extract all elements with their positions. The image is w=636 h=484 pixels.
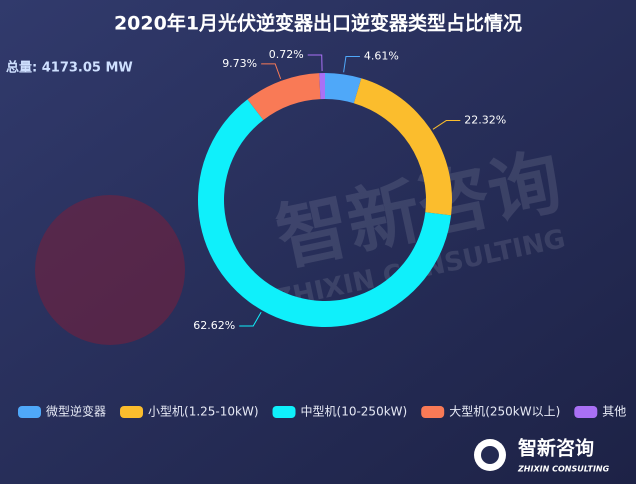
legend-label: 大型机(250kW以上)	[449, 405, 560, 419]
legend-label: 微型逆变器	[46, 404, 106, 419]
slice	[319, 73, 325, 100]
slice	[325, 73, 362, 104]
slice	[247, 73, 321, 121]
legend-label: 中型机(10-250kW)	[301, 404, 408, 419]
legend-label: 小型机(1.25-10kW)	[148, 405, 259, 419]
data-label: 9.73%	[222, 57, 257, 70]
legend-swatch	[421, 406, 445, 418]
watermark-circle	[35, 195, 185, 345]
leader-line	[239, 311, 262, 327]
data-label: 4.61%	[364, 50, 399, 63]
data-label: 22.32%	[464, 114, 506, 127]
logo-text: 智新咨询	[518, 437, 594, 460]
legend-swatch	[120, 406, 144, 418]
leader-line	[261, 63, 282, 80]
data-label: 62.62%	[193, 319, 235, 332]
legend-swatch	[18, 406, 41, 418]
logo: 智新咨询 ZHIXIN CONSULTING	[474, 437, 610, 474]
legend-swatch	[574, 406, 598, 418]
legend-label: 其他	[602, 405, 626, 419]
chart-title: 2020年1月光伏逆变器出口逆变器类型占比情况	[114, 12, 522, 35]
leader-line	[343, 56, 360, 73]
total-annotation: 总量: 4173.05 MW	[6, 60, 133, 76]
logo-subtext: ZHIXIN CONSULTING	[517, 465, 610, 474]
logo-icon-inner	[481, 446, 499, 464]
data-label: 0.72%	[269, 48, 304, 61]
slice	[353, 78, 452, 216]
legend-swatch	[272, 406, 296, 418]
leader-line	[432, 120, 461, 130]
leader-line	[307, 54, 323, 72]
